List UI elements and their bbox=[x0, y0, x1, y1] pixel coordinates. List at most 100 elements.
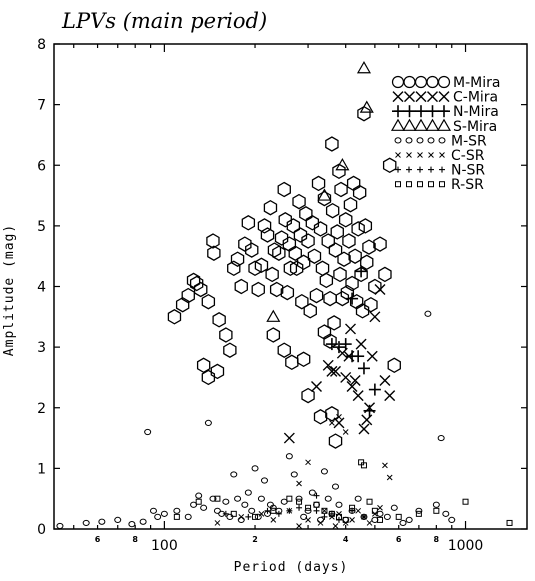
legend-marker bbox=[439, 152, 445, 158]
data-point bbox=[149, 507, 157, 514]
data-point bbox=[359, 100, 374, 113]
series-m-mira bbox=[167, 105, 401, 449]
data-point bbox=[190, 501, 198, 508]
data-point bbox=[193, 281, 208, 298]
data-point bbox=[248, 507, 256, 514]
data-point bbox=[373, 236, 387, 252]
data-point bbox=[335, 158, 350, 171]
data-point bbox=[307, 248, 322, 264]
data-point bbox=[305, 517, 311, 523]
legend-entry: M-Mira bbox=[391, 75, 500, 91]
legend-marker bbox=[428, 152, 434, 158]
data-point bbox=[264, 507, 271, 514]
data-point bbox=[349, 504, 356, 511]
data-point bbox=[405, 516, 413, 524]
x-minor-tick-label: 6 bbox=[95, 535, 101, 544]
legend-marker bbox=[427, 137, 435, 144]
data-point bbox=[317, 190, 332, 207]
data-point bbox=[328, 433, 343, 449]
data-point bbox=[303, 303, 317, 319]
data-point bbox=[378, 266, 392, 283]
legend-marker bbox=[416, 137, 424, 144]
x-axis-label: Period (days) bbox=[234, 560, 349, 575]
data-point bbox=[283, 432, 295, 444]
data-point bbox=[338, 212, 353, 228]
data-point bbox=[285, 453, 293, 460]
data-point bbox=[339, 338, 352, 351]
data-point bbox=[390, 504, 398, 511]
data-point bbox=[360, 254, 374, 271]
data-point bbox=[114, 516, 122, 524]
data-point bbox=[207, 245, 221, 261]
data-point bbox=[352, 350, 365, 363]
legend-entry: N-Mira bbox=[392, 104, 499, 120]
data-point bbox=[270, 507, 277, 514]
legend-marker bbox=[417, 181, 423, 188]
data-point bbox=[219, 327, 233, 343]
series-m-sr bbox=[56, 310, 456, 530]
data-point bbox=[237, 516, 245, 524]
data-point bbox=[357, 362, 370, 375]
data-point bbox=[269, 281, 284, 298]
data-point bbox=[251, 281, 265, 298]
data-point bbox=[296, 480, 302, 487]
data-point bbox=[362, 239, 376, 255]
data-point bbox=[352, 390, 364, 402]
data-point bbox=[335, 513, 342, 520]
data-point bbox=[340, 371, 352, 383]
data-point bbox=[342, 520, 349, 526]
legend-marker bbox=[436, 118, 452, 131]
data-point bbox=[342, 233, 356, 249]
data-point bbox=[384, 390, 396, 402]
data-point bbox=[209, 495, 217, 502]
data-point bbox=[366, 350, 378, 362]
legend-marker bbox=[406, 152, 412, 158]
data-point bbox=[366, 498, 373, 505]
data-point bbox=[325, 406, 339, 422]
legend-marker bbox=[391, 75, 405, 89]
legend-label: M-SR bbox=[451, 133, 487, 149]
series-n-mira bbox=[325, 265, 381, 417]
legend-marker bbox=[425, 118, 440, 131]
series-r-sr bbox=[173, 459, 513, 526]
data-point bbox=[196, 357, 211, 374]
data-point bbox=[186, 272, 201, 289]
data-point bbox=[335, 290, 350, 307]
data-point bbox=[201, 293, 216, 310]
data-point bbox=[371, 516, 379, 524]
data-point bbox=[305, 459, 311, 466]
data-point bbox=[448, 516, 456, 524]
x-minor-tick-label: 8 bbox=[132, 535, 138, 544]
chart-title: LPVs (main period) bbox=[61, 9, 267, 33]
data-point bbox=[328, 242, 343, 258]
legend-label: N-SR bbox=[451, 163, 485, 179]
data-point bbox=[332, 523, 339, 529]
y-tick-label: 5 bbox=[37, 219, 46, 235]
data-point bbox=[333, 266, 347, 283]
legend-marker bbox=[428, 181, 434, 188]
data-point bbox=[305, 504, 312, 511]
data-point bbox=[222, 510, 229, 517]
data-point bbox=[286, 218, 301, 234]
data-point bbox=[300, 513, 308, 520]
data-point bbox=[144, 428, 152, 436]
legend-marker bbox=[438, 137, 446, 144]
data-point bbox=[301, 387, 315, 404]
y-axis-label: Amplitude (mag) bbox=[2, 224, 17, 356]
data-point bbox=[223, 342, 237, 358]
data-point bbox=[234, 495, 242, 502]
data-point bbox=[270, 517, 277, 523]
data-point bbox=[358, 218, 373, 234]
data-point bbox=[506, 519, 513, 526]
data-point bbox=[222, 498, 230, 505]
data-point bbox=[336, 510, 342, 517]
data-point bbox=[184, 513, 192, 520]
data-point bbox=[139, 518, 147, 525]
data-point bbox=[293, 227, 308, 243]
data-point bbox=[309, 287, 324, 304]
data-points bbox=[56, 61, 513, 530]
data-point bbox=[322, 359, 334, 371]
legend-marker bbox=[402, 118, 417, 131]
